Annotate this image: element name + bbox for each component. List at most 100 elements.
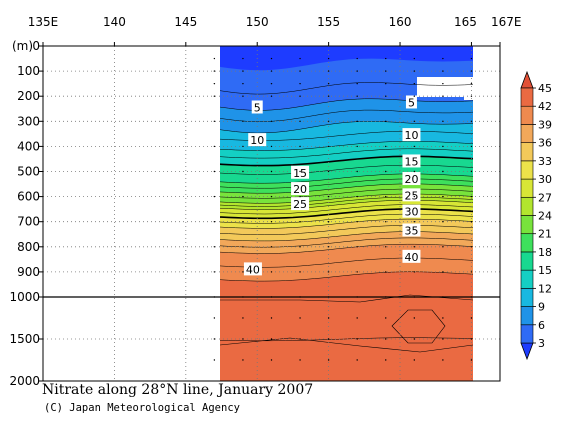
station-dot (242, 317, 244, 319)
contour-line (220, 173, 473, 184)
station-dot (242, 359, 244, 361)
y-tick-label: 500 (17, 165, 40, 179)
station-dot (242, 271, 244, 273)
y-tick-label: 200 (17, 89, 40, 103)
colorbar-tick-label: 9 (538, 301, 545, 314)
station-dot (470, 82, 473, 85)
station-dot (413, 195, 416, 198)
station-dot (442, 120, 444, 123)
station-dot (213, 120, 216, 123)
colorbar-arrow-max (520, 70, 534, 89)
station-dot (385, 120, 387, 123)
station-dot (385, 82, 387, 85)
station-dot (356, 145, 358, 148)
station-dot (356, 170, 358, 173)
station-dot (270, 70, 273, 72)
colorbar-segment (520, 178, 534, 198)
station-dot (413, 57, 416, 60)
station-dot (213, 296, 216, 298)
y-tick-label: 600 (17, 190, 40, 204)
station-dot (356, 82, 358, 85)
x-tick-label: 145 (174, 15, 197, 29)
station-dot (356, 359, 358, 361)
station-dot (385, 271, 387, 273)
chart-title: Nitrate along 28°N line, January 2007 (42, 382, 314, 398)
station-dot (385, 195, 387, 198)
contour-line (220, 213, 473, 224)
contour-label-bg (405, 95, 417, 109)
contour-line (220, 204, 473, 215)
station-dot (413, 82, 416, 85)
station-dot (242, 296, 244, 298)
contour-label: 5 (408, 96, 415, 109)
station-dot (213, 317, 216, 319)
station-dot (442, 70, 444, 72)
station-dot (242, 338, 244, 340)
station-dot (442, 221, 444, 223)
colorbar-tick-label: 39 (538, 118, 552, 131)
station-dot (299, 359, 301, 361)
station-dot (327, 95, 330, 97)
contour-line (220, 164, 473, 175)
station-dot (470, 338, 473, 340)
station-dot (470, 57, 473, 60)
station-dot (356, 246, 358, 248)
station-dot (356, 296, 358, 298)
fill-band (220, 46, 473, 71)
station-dot (213, 338, 216, 340)
y-tick-label: 900 (17, 265, 40, 279)
contour-label: 10 (250, 134, 264, 147)
station-dot (270, 195, 273, 198)
colorbar-segment (520, 233, 534, 253)
station-dot (356, 271, 358, 273)
station-dot (413, 221, 416, 223)
contour-label-bg (402, 188, 421, 202)
station-dot (356, 120, 358, 123)
y-tick-label: 2000 (9, 374, 40, 388)
contour-line (220, 155, 473, 167)
station-dot (442, 170, 444, 173)
station-dot (213, 82, 216, 85)
y-axis: 0 100 200 300 400 500 600 700 800 900 1000 1500 2000 (9, 39, 43, 388)
station-dot (213, 195, 216, 198)
contour-line (220, 178, 473, 189)
colorbar-segment (520, 142, 534, 162)
colorbar-segment (520, 105, 534, 125)
station-dot (327, 195, 330, 198)
station-dot (242, 70, 244, 72)
contour-label-bg (243, 262, 262, 276)
station-dot (442, 195, 444, 198)
colorbar-tick-label: 12 (538, 282, 552, 295)
station-dot (413, 120, 416, 123)
station-dot (299, 317, 301, 319)
contour-label-bg (402, 204, 421, 218)
station-dot (299, 95, 301, 97)
contour-line (220, 183, 473, 194)
station-dot (385, 359, 387, 361)
x-tick-label: 155 (317, 15, 340, 29)
station-dot (327, 221, 330, 223)
y-tick-label: 400 (17, 139, 40, 153)
station-dot (242, 246, 244, 248)
station-dot (327, 120, 330, 123)
station-dot (385, 70, 387, 72)
station-dot (270, 221, 273, 223)
contour-label-bg (291, 182, 310, 196)
station-dot (327, 271, 330, 273)
station-dot (470, 145, 473, 148)
colorbar-arrow-min (520, 342, 534, 361)
station-dot (270, 120, 273, 123)
station-dot (299, 296, 301, 298)
station-dot (385, 221, 387, 223)
y-tick-label: 300 (17, 114, 40, 128)
contour-label-bg (291, 165, 310, 179)
station-dot (242, 221, 244, 223)
colorbar-segment (520, 251, 534, 271)
contour-line (220, 193, 473, 204)
station-dot (470, 296, 473, 298)
station-dot (470, 170, 473, 173)
colorbar-tick-label: 36 (538, 137, 552, 150)
station-dot (327, 145, 330, 148)
station-dot (442, 145, 444, 148)
station-dot (213, 95, 216, 97)
